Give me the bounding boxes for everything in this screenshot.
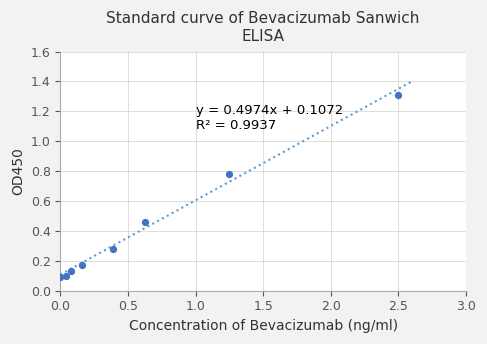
Point <box>394 92 402 98</box>
Y-axis label: OD450: OD450 <box>11 147 25 195</box>
Point <box>78 262 86 268</box>
Point <box>109 246 117 251</box>
Title: Standard curve of Bevacizumab Sanwich
ELISA: Standard curve of Bevacizumab Sanwich EL… <box>107 11 420 43</box>
Text: y = 0.4974x + 0.1072
R² = 0.9937: y = 0.4974x + 0.1072 R² = 0.9937 <box>196 104 343 132</box>
Point <box>141 219 149 225</box>
Point <box>56 275 64 280</box>
Point <box>225 171 233 177</box>
Point <box>62 273 70 278</box>
Point <box>67 268 75 274</box>
X-axis label: Concentration of Bevacizumab (ng/ml): Concentration of Bevacizumab (ng/ml) <box>129 319 398 333</box>
